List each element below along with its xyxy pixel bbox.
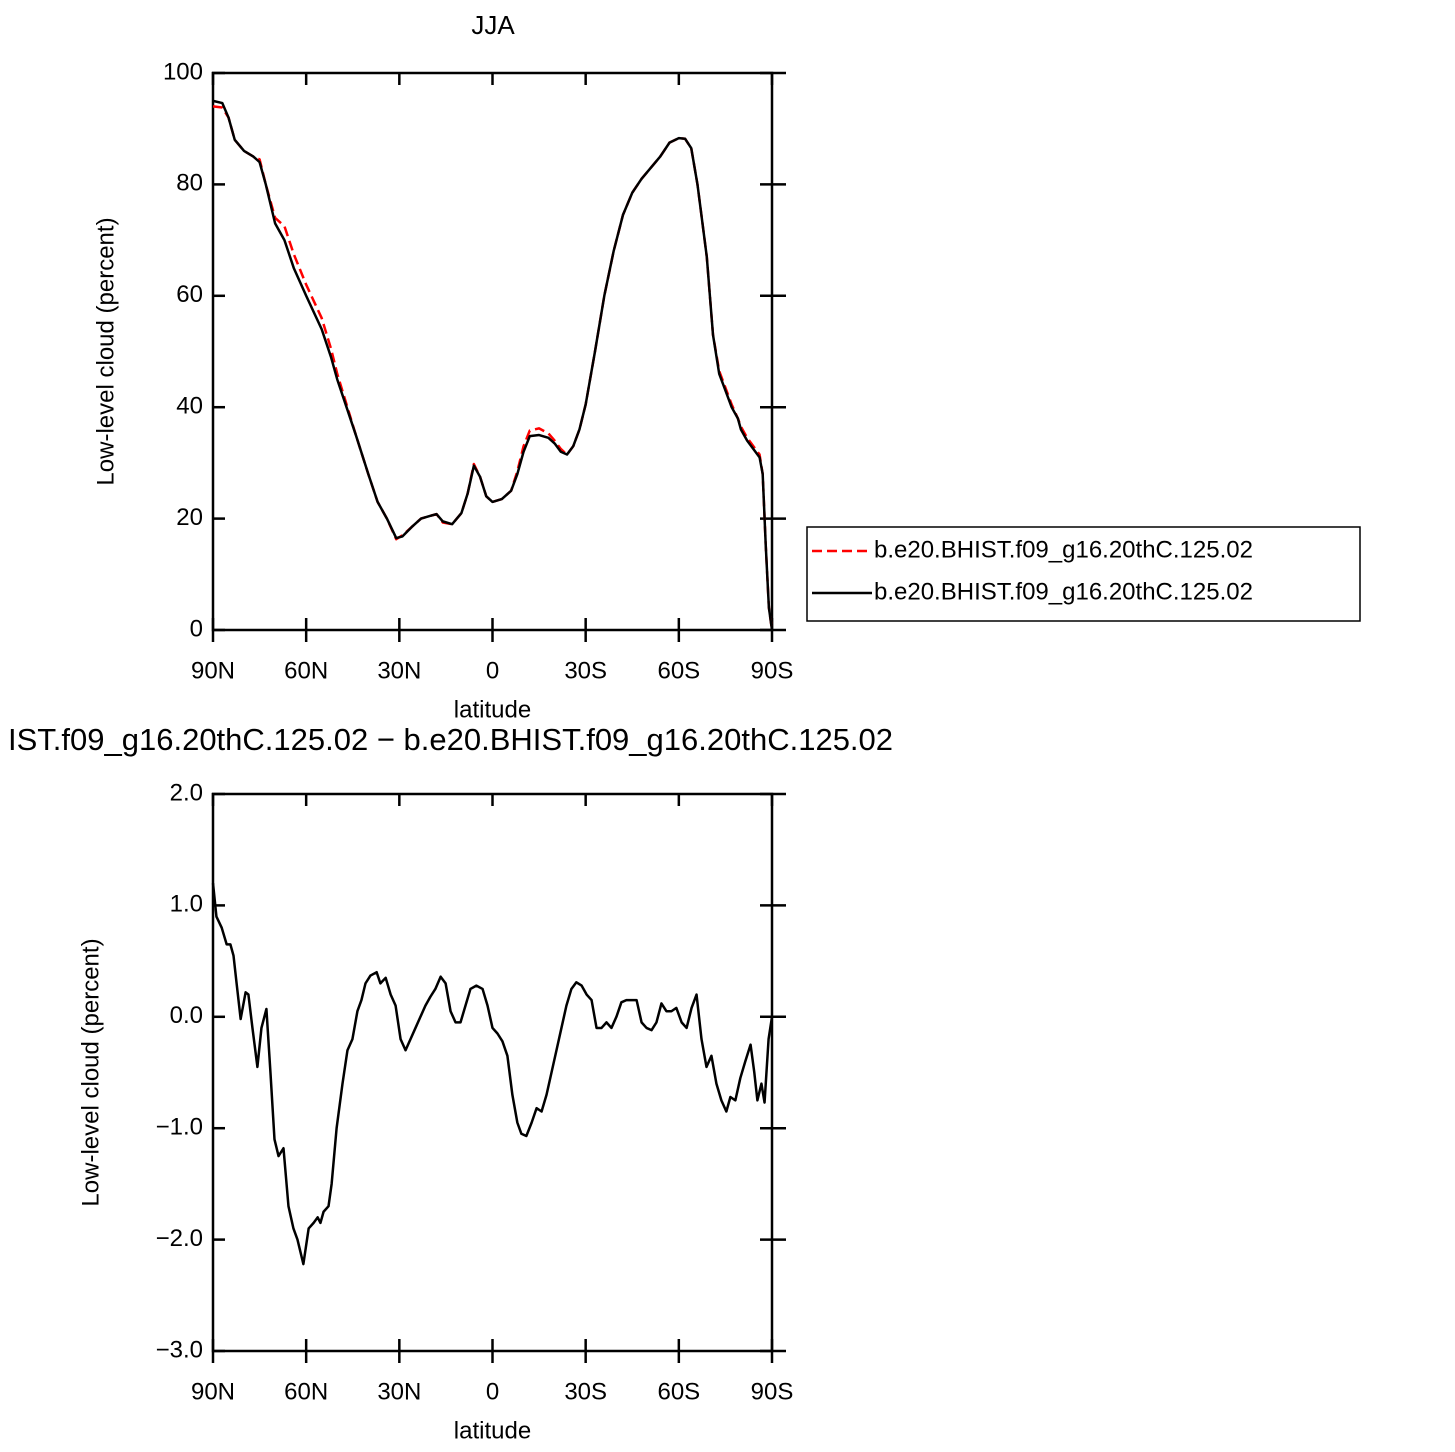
x-tick-label: 0 (486, 1378, 499, 1405)
x-tick-label: 0 (486, 657, 499, 684)
y-tick-label: 100 (163, 58, 203, 85)
y-tick-label: −1.0 (156, 1114, 203, 1141)
x-tick-label: 30N (377, 657, 421, 684)
x-tick-label: 60S (657, 1378, 700, 1405)
y-tick-label: 80 (176, 170, 203, 197)
plot-frame (211, 71, 774, 632)
chart-title: IST.f09_g16.20thC.125.02 − b.e20.BHIST.f… (8, 722, 893, 757)
legend-label: b.e20.BHIST.f09_g16.20thC.125.02 (874, 536, 1253, 563)
y-tick-label: 0 (190, 615, 203, 642)
x-tick-label: 60S (657, 657, 700, 684)
data-line (211, 882, 774, 1266)
x-tick-label: 90S (751, 1378, 794, 1405)
y-tick-label: 1.0 (170, 891, 203, 918)
x-tick-label: 90N (191, 1378, 235, 1405)
x-tick-label: 60N (284, 657, 328, 684)
y-tick-label: −2.0 (156, 1225, 203, 1252)
legend-label: b.e20.BHIST.f09_g16.20thC.125.02 (874, 578, 1253, 605)
x-tick-label: 30S (564, 1378, 607, 1405)
x-tick-label: 90N (191, 657, 235, 684)
y-tick-label: 0.0 (170, 1002, 203, 1029)
y-tick-label: 20 (176, 504, 203, 531)
y-axis-label: Low-level cloud (percent) (92, 217, 119, 485)
x-axis-label: latitude (454, 696, 531, 723)
x-tick-label: 30S (564, 657, 607, 684)
y-tick-label: 40 (176, 393, 203, 420)
x-tick-label: 60N (284, 1378, 328, 1405)
data-line (212, 99, 774, 631)
x-axis-label: latitude (454, 1417, 531, 1444)
y-axis-label: Low-level cloud (percent) (77, 938, 104, 1206)
y-tick-label: 60 (176, 281, 203, 308)
x-tick-label: 30N (377, 1378, 421, 1405)
data-line (212, 105, 774, 631)
chart-title: JJA (471, 10, 515, 40)
y-tick-label: 2.0 (170, 779, 203, 806)
legend-box (806, 526, 1361, 622)
y-tick-label: −3.0 (156, 1336, 203, 1363)
x-tick-label: 90S (751, 657, 794, 684)
plot-frame (211, 792, 774, 1353)
